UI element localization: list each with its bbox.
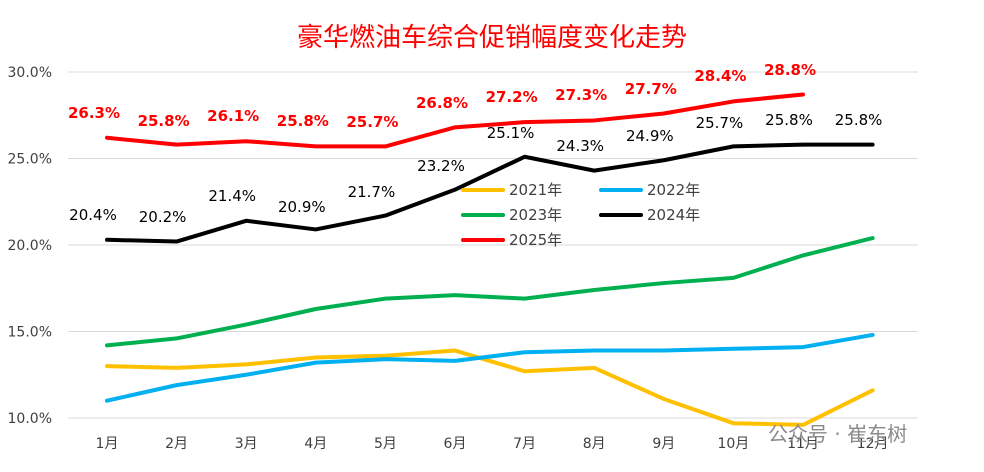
data-label-2024: 25.8%: [765, 111, 813, 129]
x-tick-label: 6月: [444, 436, 467, 452]
data-label-2025: 25.7%: [346, 113, 398, 131]
data-label-2024: 23.2%: [417, 157, 465, 175]
data-label-2025: 28.4%: [694, 67, 746, 85]
data-label-2024: 21.7%: [348, 183, 396, 201]
y-tick-label: 20.0%: [8, 238, 52, 254]
legend: 2021年 2022年 2023年 2024年 2025年: [461, 181, 700, 249]
data-label-2025: 26.3%: [68, 104, 120, 122]
x-tick-label: 10月: [717, 436, 749, 452]
x-tick-label: 7月: [513, 436, 536, 452]
data-label-2025: 27.3%: [555, 86, 607, 104]
series-lines: [105, 92, 875, 427]
x-axis-ticks: 1月 2月 3月 4月 5月 6月 7月 8月 9月 10月 11月 12月: [96, 436, 889, 452]
data-label-2024: 20.9%: [278, 198, 326, 216]
x-tick-label: 4月: [304, 436, 327, 452]
chart-title: 豪华燃油车综合促销幅度变化走势: [297, 23, 687, 53]
legend-label: 2025年: [509, 231, 562, 249]
y-tick-label: 10.0%: [8, 411, 52, 427]
data-label-2024: 20.4%: [69, 206, 117, 224]
series-line-2025年: [105, 92, 805, 149]
data-label-2024: 25.7%: [696, 114, 744, 132]
series-line-2022年: [105, 332, 875, 403]
legend-label: 2024年: [647, 206, 700, 224]
y-tick-label: 15.0%: [8, 325, 52, 341]
y-tick-label: 25.0%: [8, 152, 52, 168]
legend-label: 2023年: [509, 206, 562, 224]
data-label-2024: 24.9%: [626, 127, 674, 145]
x-tick-label: 3月: [235, 436, 258, 452]
series-line-2021年: [105, 348, 875, 427]
x-tick-label: 5月: [374, 436, 397, 452]
data-label-2024: 24.3%: [556, 137, 604, 155]
x-tick-label: 1月: [96, 436, 119, 452]
data-label-2025: 28.8%: [764, 61, 816, 79]
y-tick-label: 30.0%: [8, 65, 52, 81]
data-labels: 20.4% 20.2% 21.4% 20.9% 21.7% 23.2% 25.1% 24.3%…: [68, 61, 882, 226]
data-label-2025: 25.8%: [138, 112, 190, 130]
x-tick-label: 2月: [165, 436, 188, 452]
watermark: 公众号 · 崔东树: [768, 422, 907, 446]
data-label-2024: 20.2%: [139, 208, 187, 226]
data-label-2025: 25.8%: [277, 112, 329, 130]
x-tick-label: 9月: [652, 436, 675, 452]
legend-label: 2021年: [509, 181, 562, 199]
data-label-2025: 26.1%: [207, 107, 259, 125]
data-label-2025: 27.2%: [486, 88, 538, 106]
x-tick-label: 12月: [857, 436, 889, 452]
y-axis-ticks: 10.0% 15.0% 20.0% 25.0% 30.0%: [8, 65, 52, 427]
series-line-2024年: [105, 142, 875, 244]
data-label-2024: 21.4%: [208, 187, 256, 205]
series-line-2023年: [105, 236, 875, 348]
data-label-2024: 25.1%: [487, 124, 535, 142]
data-label-2024: 25.8%: [835, 111, 883, 129]
data-label-2025: 26.8%: [416, 94, 468, 112]
x-tick-label: 8月: [583, 436, 606, 452]
data-label-2025: 27.7%: [625, 80, 677, 98]
x-tick-label: 11月: [787, 436, 819, 452]
legend-label: 2022年: [647, 181, 700, 199]
